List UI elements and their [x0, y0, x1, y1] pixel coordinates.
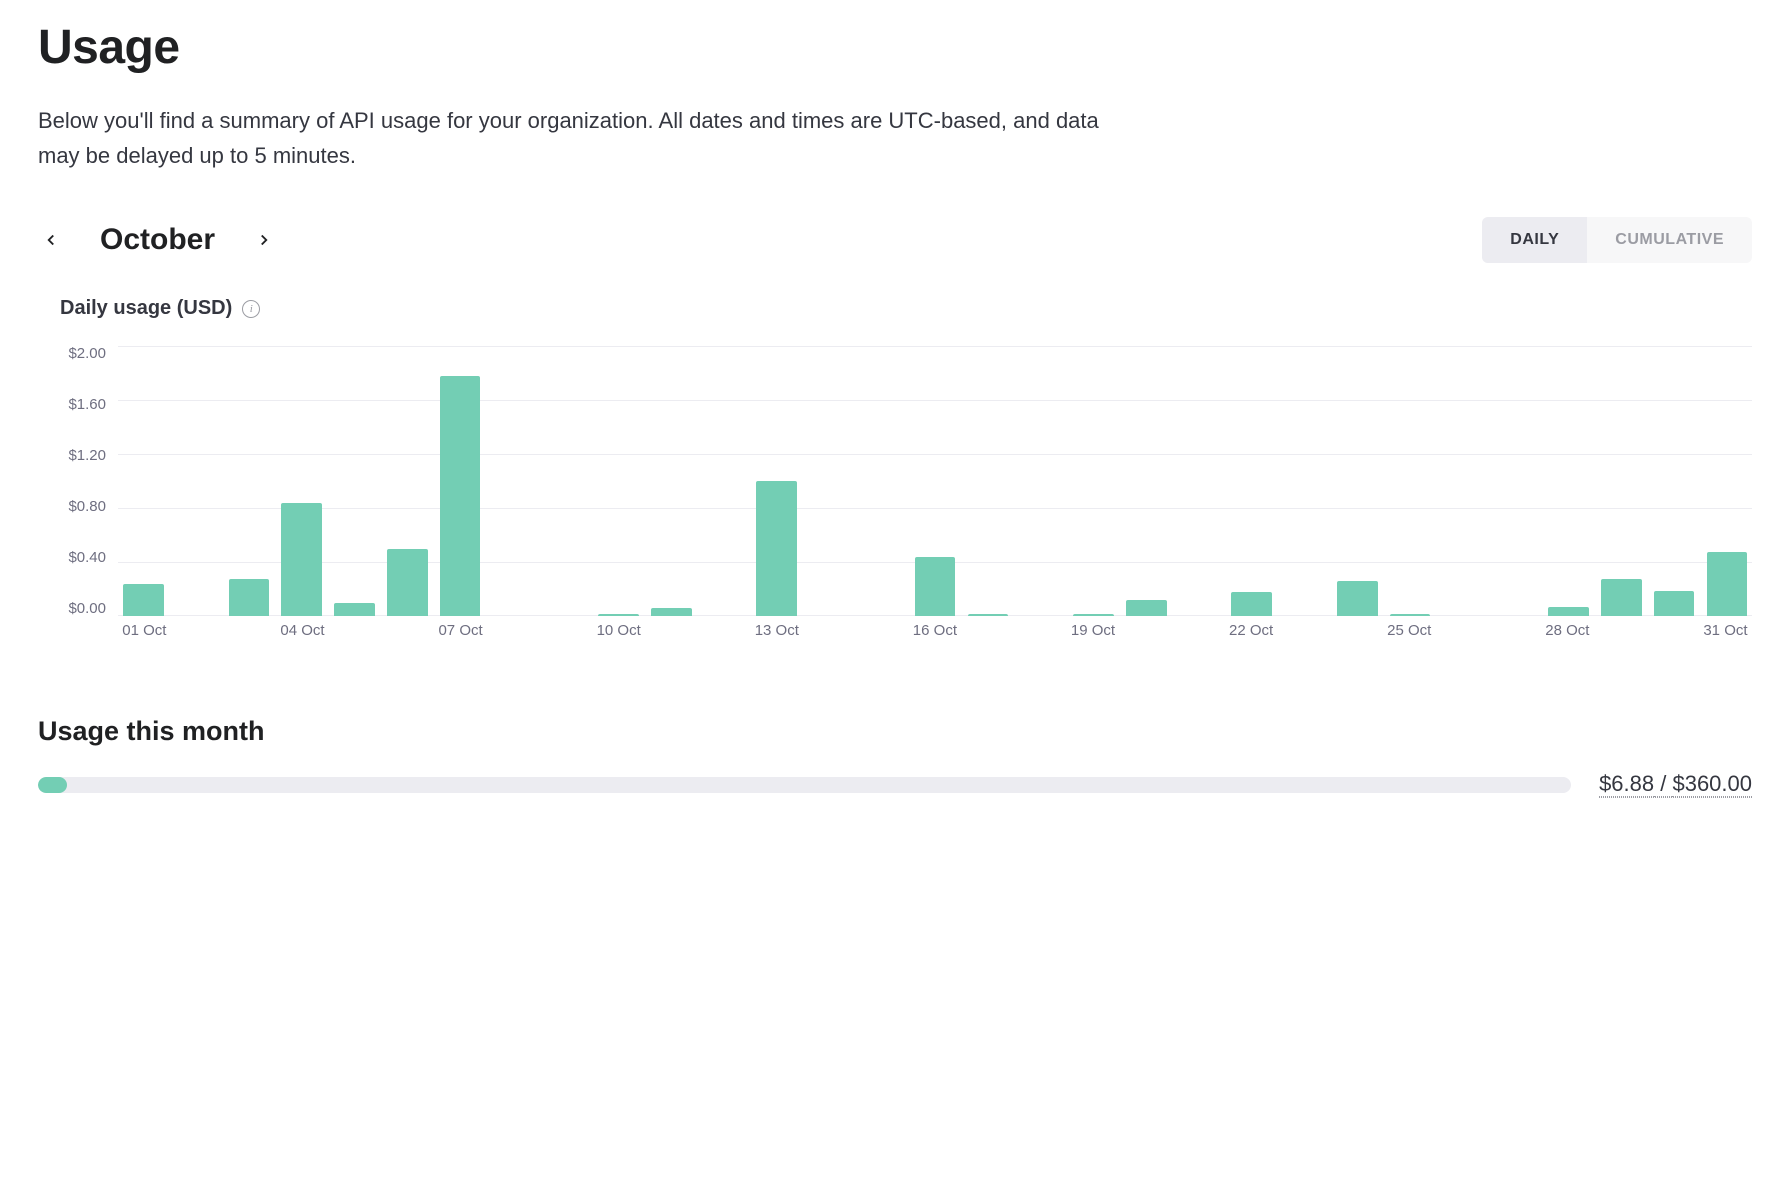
view-toggle: DAILY CUMULATIVE	[1482, 217, 1752, 263]
bar-slot	[593, 346, 644, 616]
x-tick: 16 Oct	[909, 622, 962, 646]
page-title: Usage	[38, 20, 1752, 75]
bar[interactable]	[1337, 581, 1378, 616]
month-label: October	[100, 223, 215, 257]
bar[interactable]	[1231, 592, 1272, 616]
bar[interactable]	[651, 608, 692, 616]
bar-slot	[963, 346, 1014, 616]
x-tick: 13 Oct	[750, 622, 803, 646]
x-tick: 28 Oct	[1541, 622, 1594, 646]
bar[interactable]	[1707, 552, 1748, 617]
toggle-cumulative[interactable]: CUMULATIVE	[1587, 217, 1752, 263]
x-tick: 19 Oct	[1067, 622, 1120, 646]
progress-row: $6.88 / $360.00	[38, 771, 1752, 798]
chevron-left-icon	[42, 231, 60, 249]
y-tick: $2.00	[60, 346, 106, 361]
bar[interactable]	[281, 503, 322, 616]
bar-slot	[910, 346, 961, 616]
bar[interactable]	[1073, 614, 1114, 617]
bar-slot	[1438, 346, 1489, 616]
bar-slot	[751, 346, 802, 616]
x-tick: 22 Oct	[1225, 622, 1278, 646]
bar-slot	[1279, 346, 1330, 616]
x-axis: 01 Oct02 Oct03 Oct04 Oct05 Oct06 Oct07 O…	[118, 622, 1752, 646]
bar-slot	[699, 346, 750, 616]
bar[interactable]	[968, 614, 1009, 617]
bar[interactable]	[334, 603, 375, 617]
bar[interactable]	[598, 614, 639, 617]
toggle-daily[interactable]: DAILY	[1482, 217, 1587, 263]
bar[interactable]	[915, 557, 956, 616]
month-row: October DAILY CUMULATIVE	[38, 217, 1752, 263]
bar-slot	[1015, 346, 1066, 616]
x-tick: 31 Oct	[1699, 622, 1752, 646]
bars	[118, 346, 1752, 616]
bar-slot	[1332, 346, 1383, 616]
bar-slot	[1490, 346, 1541, 616]
bar[interactable]	[1126, 600, 1167, 616]
bar-slot	[1649, 346, 1700, 616]
y-tick: $1.60	[60, 397, 106, 412]
bar[interactable]	[440, 376, 481, 616]
prev-month-button[interactable]	[38, 227, 64, 253]
progress-text: $6.88 / $360.00	[1599, 771, 1752, 798]
progress-fill	[38, 777, 67, 793]
bar-slot	[1596, 346, 1647, 616]
usage-used: $6.88	[1599, 771, 1654, 797]
bar-slot	[118, 346, 169, 616]
x-tick: 10 Oct	[592, 622, 645, 646]
bar-slot	[276, 346, 327, 616]
bar-slot	[1174, 346, 1225, 616]
chevron-right-icon	[255, 231, 273, 249]
bar-slot	[1385, 346, 1436, 616]
y-axis: $2.00 $1.60 $1.20 $0.80 $0.40 $0.00	[60, 346, 118, 646]
bar-slot	[487, 346, 538, 616]
y-tick: $0.00	[60, 601, 106, 616]
bar-slot	[382, 346, 433, 616]
bar-slot	[804, 346, 855, 616]
usage-sep: /	[1654, 771, 1672, 797]
bar-slot	[1543, 346, 1594, 616]
bar-slot	[646, 346, 697, 616]
y-tick: $0.40	[60, 550, 106, 565]
bar-slot	[540, 346, 591, 616]
bar[interactable]	[1390, 614, 1431, 617]
progress-track	[38, 777, 1571, 793]
bar[interactable]	[1654, 591, 1695, 617]
bar[interactable]	[387, 549, 428, 617]
chart-title: Daily usage (USD)	[60, 297, 232, 320]
bar-slot	[1226, 346, 1277, 616]
bar-slot	[329, 346, 380, 616]
chart-area: Daily usage (USD) i $2.00 $1.60 $1.20 $0.80…	[38, 297, 1752, 646]
next-month-button[interactable]	[251, 227, 277, 253]
x-tick: 25 Oct	[1383, 622, 1436, 646]
bar-slot	[857, 346, 908, 616]
usage-limit: $360.00	[1672, 771, 1752, 797]
bar-slot	[1701, 346, 1752, 616]
bar-slot	[1121, 346, 1172, 616]
bar-slot	[1068, 346, 1119, 616]
x-tick: 07 Oct	[434, 622, 487, 646]
bar[interactable]	[1601, 579, 1642, 617]
month-nav: October	[38, 223, 277, 257]
info-icon[interactable]: i	[242, 300, 260, 318]
plot-area: 01 Oct02 Oct03 Oct04 Oct05 Oct06 Oct07 O…	[118, 346, 1752, 646]
bar[interactable]	[229, 579, 270, 617]
x-tick: 01 Oct	[118, 622, 171, 646]
bar[interactable]	[1548, 607, 1589, 616]
x-tick: 04 Oct	[276, 622, 329, 646]
y-tick: $0.80	[60, 499, 106, 514]
bar-slot	[435, 346, 486, 616]
bar-slot	[171, 346, 222, 616]
page-description: Below you'll find a summary of API usage…	[38, 103, 1138, 173]
bar-slot	[224, 346, 275, 616]
usage-month-title: Usage this month	[38, 716, 1752, 747]
bar[interactable]	[756, 481, 797, 616]
y-tick: $1.20	[60, 448, 106, 463]
bar[interactable]	[123, 584, 164, 616]
chart-container: $2.00 $1.60 $1.20 $0.80 $0.40 $0.00 01 Oct02 …	[60, 346, 1752, 646]
chart-title-row: Daily usage (USD) i	[60, 297, 1752, 320]
